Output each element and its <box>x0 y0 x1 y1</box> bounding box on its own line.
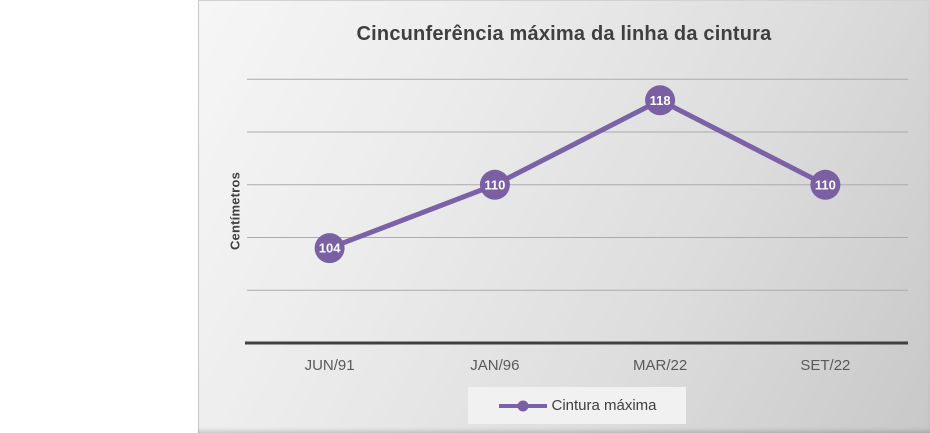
data-point-marker[interactable] <box>645 85 676 116</box>
chart-panel[interactable]: Cincunferência máxima da linha da cintur… <box>198 0 930 433</box>
data-point-marker[interactable] <box>479 169 510 200</box>
data-point-value-label: 110 <box>484 177 505 192</box>
x-axis-tick-label: JAN/96 <box>470 357 519 374</box>
data-point-value-label: 110 <box>815 177 836 192</box>
plot-area: 104 110 118 110 JUN/91 JAN/96 MAR/22 SET/22 <box>245 78 908 374</box>
chart-title: Cincunferência máxima da linha da cintur… <box>356 23 772 45</box>
x-axis-tick-label: MAR/22 <box>633 357 687 374</box>
x-axis-tick-label: SET/22 <box>800 357 850 374</box>
legend-label: Cintura máxima <box>551 397 657 414</box>
data-point-marker[interactable] <box>314 233 345 264</box>
legend-series-marker-icon <box>499 400 548 411</box>
x-axis-tick-label: JUN/91 <box>305 357 355 374</box>
legend-box[interactable]: Cintura máxima <box>468 387 686 424</box>
legend-dot-icon <box>517 400 529 411</box>
data-point-marker[interactable] <box>810 169 841 200</box>
series-line <box>327 97 828 251</box>
data-point-value-label: 118 <box>650 93 671 108</box>
data-point-value-label: 104 <box>319 241 341 256</box>
